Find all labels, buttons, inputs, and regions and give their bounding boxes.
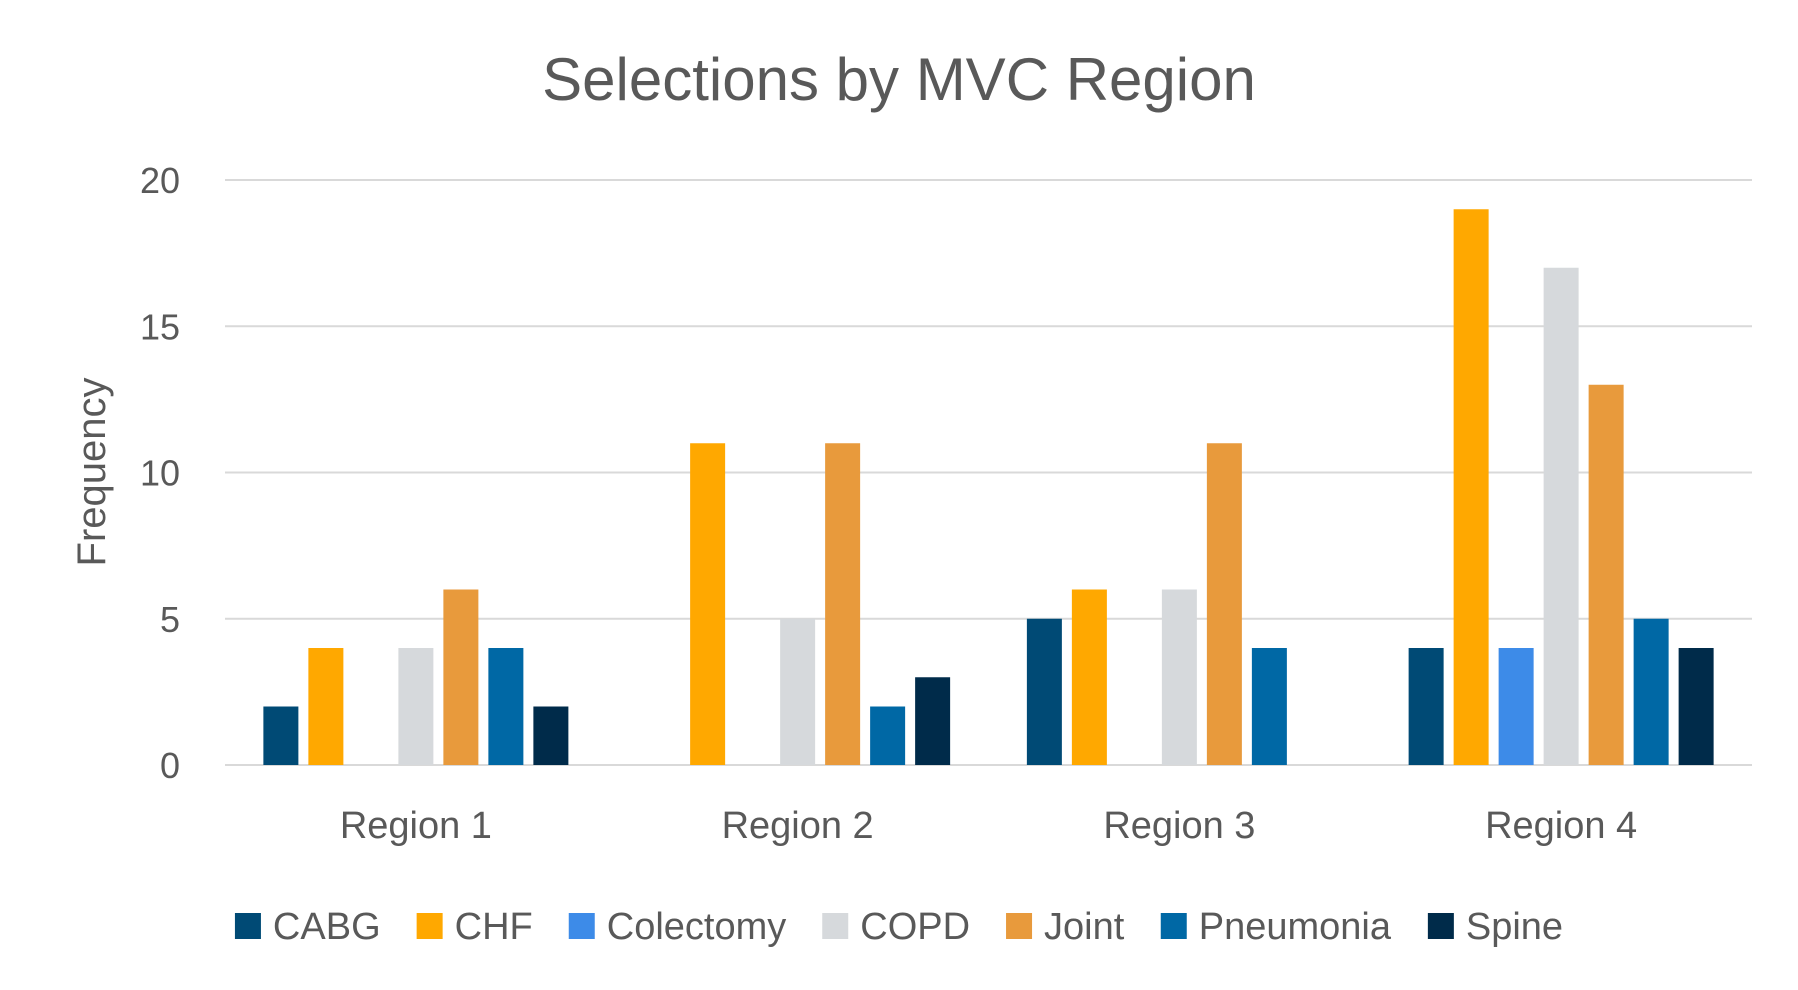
legend-item-copd: COPD	[822, 906, 970, 948]
bar-spine-1	[533, 706, 569, 765]
y-tick-label: 10	[140, 453, 180, 494]
bar-copd-1	[398, 648, 434, 765]
bar-cabg-1	[263, 706, 299, 765]
bar-pneumonia-1	[488, 648, 524, 765]
legend-swatch	[1427, 913, 1454, 939]
legend: CABG CHF Colectomy COPD Joint Pneumonia Spine	[234, 906, 1563, 948]
legend-label: Joint	[1044, 906, 1125, 948]
legend-label: CABG	[273, 906, 381, 948]
y-tick-label: 0	[160, 745, 180, 786]
bar-chf-1	[308, 648, 344, 765]
bar-cabg-3	[1026, 618, 1062, 765]
legend-item-spine: Spine	[1427, 906, 1563, 948]
x-category-label: Region 1	[340, 805, 492, 847]
legend-swatch	[234, 913, 261, 939]
legend-item-joint: Joint	[1006, 906, 1125, 948]
legend-item-chf: CHF	[416, 906, 533, 948]
y-tick-label: 15	[140, 306, 180, 347]
y-axis-ticks: 0 5 10 15 20	[140, 160, 180, 786]
legend-swatch	[568, 913, 595, 939]
legend-swatch	[1006, 913, 1033, 939]
bar-colectomy-4	[1498, 648, 1534, 765]
legend-label: Pneumonia	[1199, 906, 1392, 948]
legend-label: Colectomy	[607, 906, 787, 948]
legend-label: COPD	[860, 906, 970, 948]
legend-label: CHF	[455, 906, 533, 948]
x-category-label: Region 3	[1103, 805, 1255, 847]
x-axis-categories: Region 1 Region 2 Region 3 Region 4	[340, 805, 1637, 847]
bar-spine-2	[915, 677, 951, 765]
legend-swatch	[822, 913, 849, 939]
bar-cabg-4	[1408, 648, 1444, 765]
y-tick-label: 20	[140, 160, 180, 201]
x-category-label: Region 4	[1485, 805, 1637, 847]
legend-label: Spine	[1466, 906, 1563, 948]
bar-joint-1	[443, 589, 479, 765]
bar-copd-2	[780, 618, 816, 765]
y-axis-label: Frequency	[70, 378, 114, 567]
bar-pneumonia-4	[1633, 618, 1669, 765]
bar-joint-2	[825, 443, 861, 765]
x-category-label: Region 2	[722, 805, 874, 847]
bar-joint-4	[1588, 384, 1624, 765]
legend-swatch	[1160, 913, 1187, 939]
bar-pneumonia-2	[870, 706, 906, 765]
legend-item-cabg: CABG	[234, 906, 381, 948]
bar-copd-3	[1161, 589, 1197, 765]
legend-swatch	[416, 913, 443, 939]
bar-copd-4	[1543, 267, 1579, 765]
bar-chf-3	[1071, 589, 1107, 765]
gridlines	[225, 179, 1752, 766]
bar-chf-4	[1453, 209, 1489, 765]
bar-joint-3	[1206, 443, 1242, 765]
legend-item-colectomy: Colectomy	[568, 906, 787, 948]
bar-chf-2	[690, 443, 726, 765]
legend-item-pneumonia: Pneumonia	[1160, 906, 1392, 948]
bar-pneumonia-3	[1251, 648, 1287, 765]
bars	[263, 209, 1714, 765]
bar-spine-4	[1678, 648, 1714, 765]
y-tick-label: 5	[160, 599, 180, 640]
chart-title: Selections by MVC Region	[542, 46, 1256, 113]
